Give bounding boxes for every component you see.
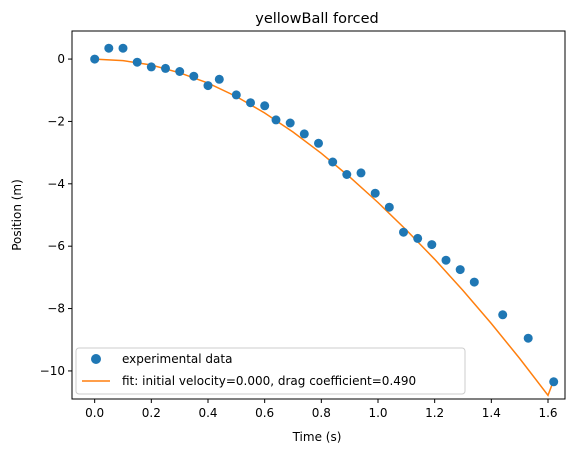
- data-point: [231, 90, 241, 100]
- data-point: [203, 81, 213, 91]
- data-point: [260, 101, 270, 111]
- data-point: [214, 74, 224, 84]
- data-point: [299, 129, 309, 139]
- data-point: [146, 62, 156, 72]
- data-point: [370, 188, 380, 198]
- data-point: [175, 67, 185, 76]
- x-axis-ticks: 0.0 0.2 0.4 0.6 0.8 1.0 1.2 1.4 1.6: [85, 399, 558, 420]
- x-tick-label: 0.2: [142, 406, 161, 420]
- legend: experimental data fit: initial velocity=…: [75, 347, 466, 395]
- data-point: [441, 255, 451, 265]
- data-point: [285, 118, 295, 128]
- y-tick-label: −6: [47, 239, 65, 253]
- x-tick-label: 0.0: [85, 406, 104, 420]
- data-point: [549, 377, 559, 387]
- data-point: [523, 333, 533, 343]
- fit-series: [94, 58, 555, 397]
- plot-frame: [71, 30, 566, 400]
- y-tick-label: 0: [57, 52, 65, 66]
- x-tick-label: 1.6: [538, 406, 557, 420]
- data-point: [498, 310, 508, 320]
- legend-label-experimental-data: experimental data: [122, 352, 232, 366]
- experimental-data-series: [90, 43, 559, 387]
- y-tick-label: −8: [47, 302, 65, 316]
- data-point: [455, 265, 465, 275]
- data-point: [132, 57, 142, 67]
- data-point: [118, 43, 128, 53]
- data-point: [356, 168, 366, 178]
- data-point: [104, 43, 114, 53]
- x-tick-label: 0.4: [198, 406, 217, 420]
- data-point: [314, 138, 323, 148]
- legend-box: [75, 347, 466, 395]
- x-tick-label: 0.6: [255, 406, 274, 420]
- x-tick-label: 1.4: [482, 406, 501, 420]
- data-point: [189, 71, 199, 81]
- data-point: [328, 157, 338, 167]
- legend-label-fit: fit: initial velocity=0.000, drag coeffi…: [122, 374, 416, 388]
- data-point: [413, 233, 423, 243]
- data-point: [342, 170, 352, 179]
- fit-line: [94, 58, 555, 397]
- data-point: [427, 240, 437, 250]
- y-axis-label: Position (m): [10, 179, 24, 251]
- data-point: [469, 277, 479, 287]
- data-point: [90, 54, 100, 64]
- data-point: [271, 115, 281, 125]
- y-tick-label: −2: [47, 114, 65, 128]
- data-point: [399, 227, 408, 237]
- y-axis-ticks: 0 −2 −4 −6 −8 −10: [40, 52, 72, 378]
- x-tick-label: 1.2: [425, 406, 444, 420]
- data-point: [384, 202, 394, 212]
- x-tick-label: 0.8: [312, 406, 331, 420]
- data-point: [161, 63, 170, 73]
- legend-marker-experimental-data: [91, 354, 101, 364]
- x-axis-label: Time (s): [292, 430, 342, 444]
- y-tick-label: −10: [40, 364, 65, 378]
- chart-title: yellowBall forced: [255, 11, 379, 27]
- x-tick-label: 1.0: [368, 406, 387, 420]
- y-tick-label: −4: [47, 177, 65, 191]
- data-point: [246, 98, 255, 108]
